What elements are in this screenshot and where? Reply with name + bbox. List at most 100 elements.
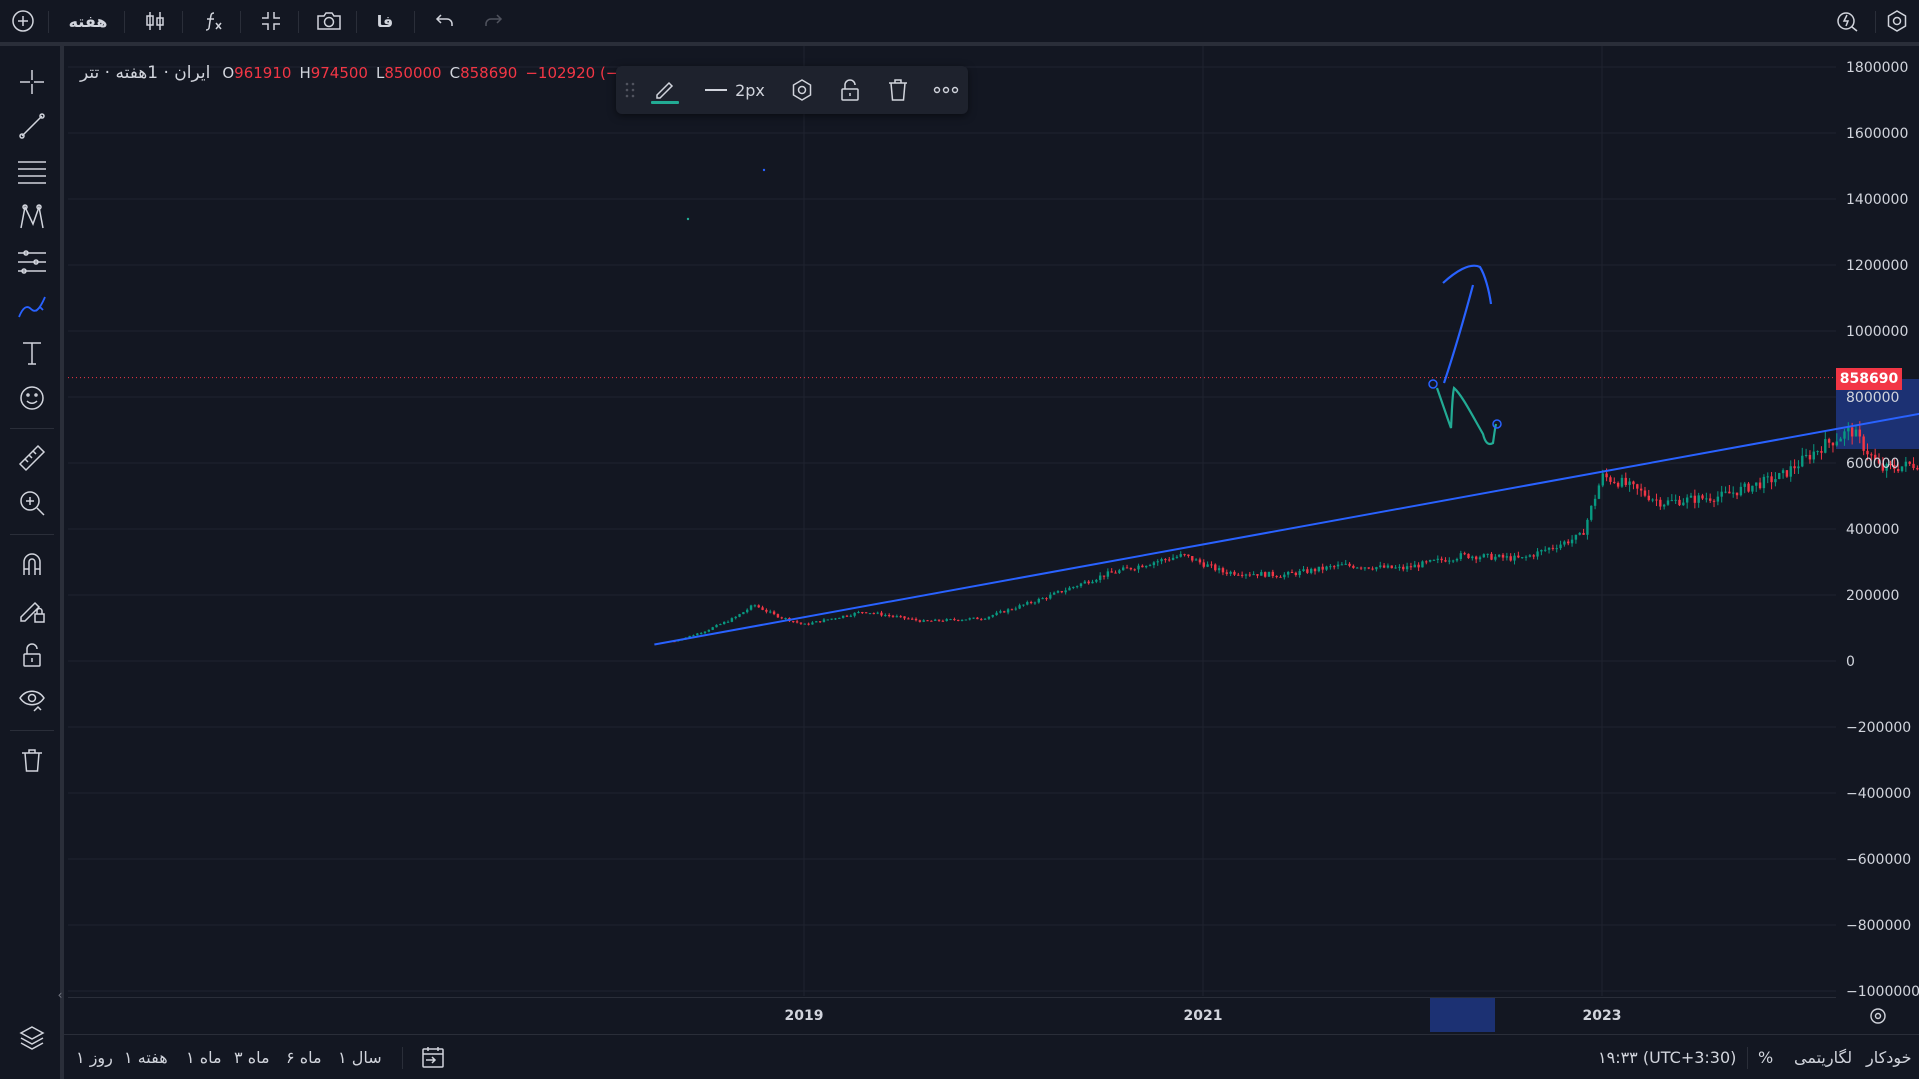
candle-body: [1586, 519, 1589, 535]
candle-body: [949, 619, 952, 621]
candle-body: [803, 623, 806, 625]
indicators-button[interactable]: [196, 0, 230, 42]
drawing-settings-button[interactable]: [784, 66, 820, 114]
candle-body: [1052, 592, 1056, 595]
chart-type-button[interactable]: [138, 0, 172, 42]
candle-body: [1095, 579, 1098, 582]
candle-body: [1797, 466, 1800, 469]
candle-body: [1831, 442, 1835, 446]
drag-handle[interactable]: [622, 66, 638, 114]
brush-tool[interactable]: [12, 290, 52, 326]
candle-body: [1256, 574, 1259, 576]
object-tree-button[interactable]: [12, 1020, 52, 1056]
price-tick-label: −400000: [1846, 786, 1911, 802]
range-3m[interactable]: ۳ ماه: [234, 1047, 270, 1067]
candle-body: [887, 615, 891, 617]
settings-small-icon: [1870, 1008, 1886, 1024]
remove-drawings-tool[interactable]: [12, 742, 52, 778]
stay-drawing-tool[interactable]: [12, 592, 52, 628]
time-tick-label: 2023: [1583, 1008, 1622, 1024]
log-scale-toggle[interactable]: لگاریتمی: [1794, 1047, 1853, 1067]
zoom-tool[interactable]: [12, 485, 52, 521]
candle-body: [1363, 567, 1367, 569]
candle-body: [1336, 564, 1340, 567]
quick-search-button[interactable]: [1830, 0, 1866, 42]
candle-body: [1881, 463, 1885, 471]
language-button[interactable]: فا: [376, 11, 394, 31]
line-width-button[interactable]: 2px: [700, 66, 770, 114]
candle-body: [1877, 459, 1881, 464]
goto-date-button[interactable]: [416, 1035, 450, 1079]
interval-button[interactable]: هفته: [68, 11, 108, 31]
timezone-button[interactable]: ۱۹:۳۳ (UTC+3:30): [1598, 1047, 1737, 1067]
lock-drawing-button[interactable]: [832, 66, 868, 114]
candle-body: [1041, 598, 1044, 600]
symbol-title[interactable]: ایران · 1هفته · تتر: [80, 63, 211, 83]
candle-body: [1850, 427, 1854, 437]
hide-drawings-tool[interactable]: [12, 682, 52, 718]
range-6m[interactable]: ۶ ماه: [286, 1047, 322, 1067]
more-button[interactable]: [928, 66, 964, 114]
measure-tool[interactable]: [12, 440, 52, 476]
range-1w[interactable]: ۱ هفته: [124, 1047, 168, 1067]
prediction-tool[interactable]: [12, 245, 52, 281]
candle-body: [1214, 564, 1217, 571]
candle-body: [673, 641, 676, 643]
axis-settings-button[interactable]: [1866, 1004, 1890, 1028]
high-value: 974500: [310, 64, 368, 82]
range-1d[interactable]: ۱ روز: [76, 1047, 113, 1067]
candle-body: [1233, 571, 1236, 575]
candle-body: [922, 620, 925, 622]
drawing-handle: [1492, 419, 1502, 429]
redo-button[interactable]: [476, 0, 510, 42]
lock-drawings-tool[interactable]: [12, 637, 52, 673]
emoji-tool[interactable]: [12, 380, 52, 416]
candle-body: [723, 621, 726, 625]
fullscreen-button[interactable]: [254, 0, 288, 42]
delete-drawing-button[interactable]: [880, 66, 916, 114]
candle-body: [1747, 483, 1750, 492]
range-1m[interactable]: ۱ ماه: [186, 1047, 222, 1067]
undo-button[interactable]: [428, 0, 462, 42]
candle-body: [1118, 570, 1121, 573]
candle-body: [884, 615, 887, 617]
candle-body: [730, 618, 734, 622]
candle-body: [1183, 554, 1186, 556]
candle-body: [853, 612, 856, 616]
pattern-tool[interactable]: [12, 199, 52, 235]
percent-toggle[interactable]: %: [1758, 1047, 1774, 1067]
auto-scale-toggle[interactable]: خودکار: [1866, 1047, 1912, 1067]
candle-body: [1720, 491, 1723, 497]
candle-body: [742, 612, 745, 615]
price-tick-label: 0: [1846, 654, 1855, 670]
fib-tool[interactable]: [12, 154, 52, 190]
price-tick-label: 400000: [1846, 522, 1899, 538]
crosshair-tool[interactable]: [12, 64, 52, 100]
settings-button[interactable]: [1879, 0, 1915, 42]
candle-body: [1325, 566, 1328, 570]
fib-lines-icon: [18, 161, 46, 184]
magnet-tool[interactable]: [12, 546, 52, 582]
candle-body: [1643, 490, 1647, 496]
add-symbol-button[interactable]: [6, 0, 40, 42]
candle-body: [1609, 477, 1612, 482]
candle-body: [1133, 569, 1136, 571]
candle-body: [1110, 571, 1113, 573]
screenshot-button[interactable]: [312, 0, 346, 42]
candle-body: [776, 614, 780, 618]
candle-body: [746, 609, 749, 613]
trend-line-tool[interactable]: [12, 108, 52, 144]
line-color-button[interactable]: [646, 66, 684, 114]
candle-body: [1436, 558, 1439, 560]
candle-body: [684, 637, 688, 640]
marker-dot: [762, 168, 766, 172]
candle-body: [815, 621, 818, 623]
text-tool[interactable]: [12, 335, 52, 371]
candle-body: [914, 618, 918, 621]
candle-body: [834, 618, 837, 620]
sidebar-collapse-handle[interactable]: ‹: [57, 988, 63, 1002]
range-1y[interactable]: ۱ سال: [338, 1047, 382, 1067]
candle-body: [1129, 567, 1133, 570]
candle-body: [1547, 547, 1551, 550]
